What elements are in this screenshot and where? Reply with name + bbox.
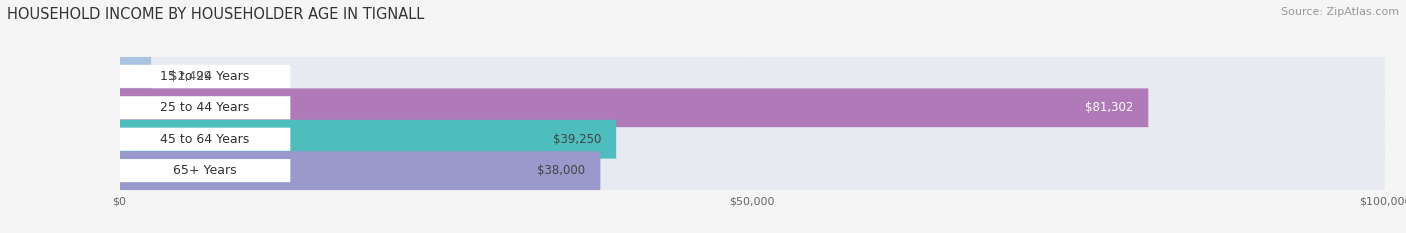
FancyBboxPatch shape [120,151,1385,190]
FancyBboxPatch shape [120,57,150,96]
Text: Source: ZipAtlas.com: Source: ZipAtlas.com [1281,7,1399,17]
FancyBboxPatch shape [120,120,1385,159]
FancyBboxPatch shape [120,151,600,190]
Text: $38,000: $38,000 [537,164,585,177]
FancyBboxPatch shape [120,128,291,151]
Text: 25 to 44 Years: 25 to 44 Years [160,101,249,114]
FancyBboxPatch shape [120,57,1385,96]
FancyBboxPatch shape [120,159,291,182]
Text: 15 to 24 Years: 15 to 24 Years [160,70,249,83]
FancyBboxPatch shape [120,88,1385,127]
Text: 65+ Years: 65+ Years [173,164,236,177]
Text: 45 to 64 Years: 45 to 64 Years [160,133,249,146]
Text: HOUSEHOLD INCOME BY HOUSEHOLDER AGE IN TIGNALL: HOUSEHOLD INCOME BY HOUSEHOLDER AGE IN T… [7,7,425,22]
Text: $39,250: $39,250 [553,133,600,146]
FancyBboxPatch shape [120,65,291,88]
Text: $2,499: $2,499 [170,70,211,83]
FancyBboxPatch shape [120,96,291,119]
FancyBboxPatch shape [120,88,1149,127]
Text: $81,302: $81,302 [1085,101,1133,114]
FancyBboxPatch shape [120,120,616,159]
